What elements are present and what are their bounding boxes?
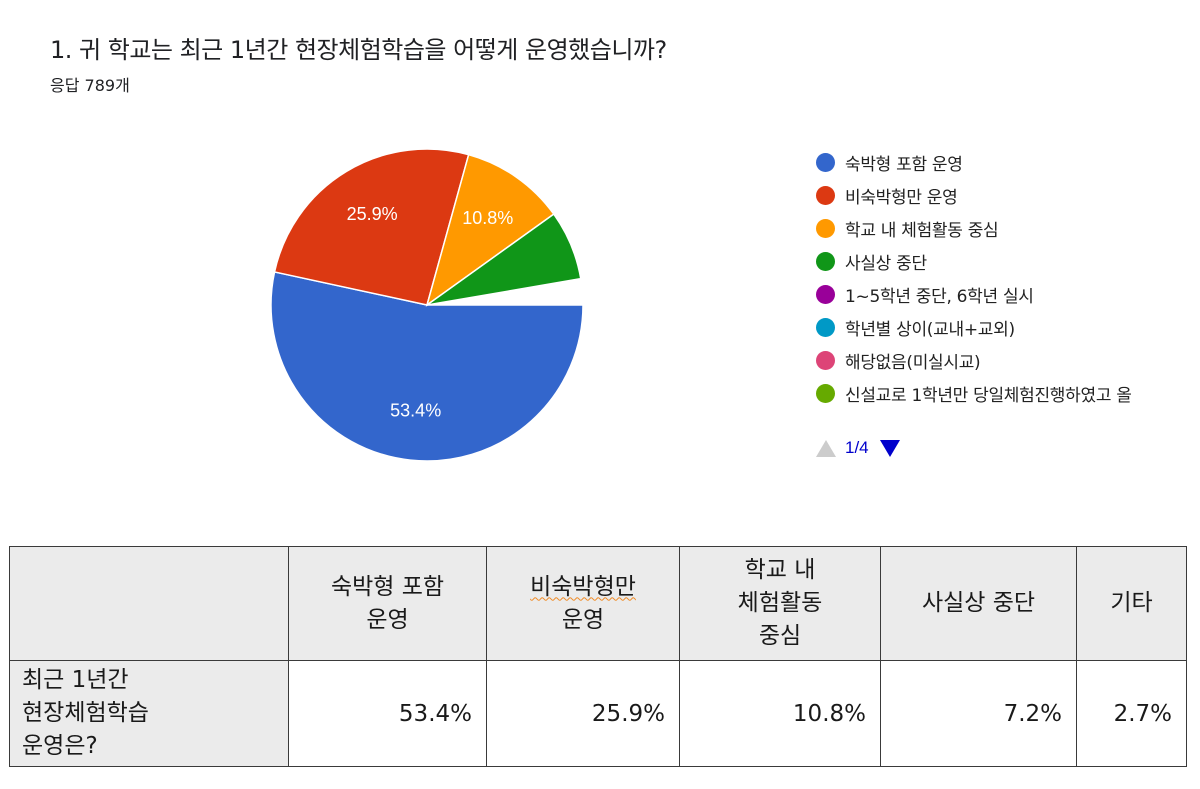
row-label: 최근 1년간 현장체험학습 운영은? [9,660,289,767]
value-cell: 25.9% [486,660,680,767]
legend-dot-icon [816,384,835,403]
header-cell: 기타 [1076,546,1187,661]
slice-label: 10.8% [462,208,513,228]
previous-page-icon[interactable] [816,439,836,457]
legend-item[interactable]: 숙박형 포함 운영 [816,146,1132,179]
legend-label: 비숙박형만 운영 [845,188,958,208]
legend-label: 숙박형 포함 운영 [845,155,963,175]
table-header-row: 숙박형 포함 운영 비숙박형만 운영 학교 내 체험활동 중심 사실상 중단 기타 [9,546,1187,661]
value-cell: 53.4% [288,660,487,767]
pie-slice[interactable] [425,153,555,307]
legend-dot-icon [816,285,835,304]
pie-chart: 53.4% 25.9% 10.8% [270,148,584,462]
header-cell: 사실상 중단 [880,546,1077,661]
legend-label: 해당없음(미실시교) [845,353,981,373]
pie-slice[interactable] [270,271,584,462]
header-cell: 학교 내 체험활동 중심 [679,546,881,661]
slice-label: 25.9% [347,204,398,224]
legend-dot-icon [816,252,835,271]
pie-slice[interactable] [273,148,470,306]
header-cell-empty [9,546,289,661]
legend-dot-icon [816,186,835,205]
legend-label: 신설교로 1학년만 당일체험진행하였고 올 [845,386,1132,406]
chart-legend: 숙박형 포함 운영 비숙박형만 운영 학교 내 체험활동 중심 사실상 중단 1… [816,146,1132,410]
header-cell: 비숙박형만 운영 [486,546,680,661]
legend-item[interactable]: 1~5학년 중단, 6학년 실시 [816,278,1132,311]
legend-item[interactable]: 학년별 상이(교내+교외) [816,311,1132,344]
legend-dot-icon [816,318,835,337]
header-cell: 숙박형 포함 운영 [288,546,487,661]
legend-label: 사실상 중단 [845,254,927,274]
legend-label: 1~5학년 중단, 6학년 실시 [845,287,1034,307]
legend-item[interactable]: 신설교로 1학년만 당일체험진행하였고 올 [816,377,1132,410]
next-page-icon[interactable] [879,439,900,457]
legend-dot-icon [816,153,835,172]
legend-label: 학년별 상이(교내+교외) [845,320,1015,340]
legend-item[interactable]: 해당없음(미실시교) [816,344,1132,377]
question-title: 1. 귀 학교는 최근 1년간 현장체험학습을 어떻게 운영했습니까? [50,36,667,64]
legend-dot-icon [816,219,835,238]
summary-table: 숙박형 포함 운영 비숙박형만 운영 학교 내 체험활동 중심 사실상 중단 기타 최근… [9,546,1187,767]
value-cell: 7.2% [880,660,1077,767]
slice-label: 53.4% [390,400,441,420]
legend-item[interactable]: 사실상 중단 [816,245,1132,278]
value-cell: 2.7% [1076,660,1187,767]
pie-slice[interactable] [426,213,582,306]
table-row: 최근 1년간 현장체험학습 운영은? 53.4% 25.9% 10.8% 7.2% … [9,660,1187,767]
response-count: 응답 789개 [50,76,130,95]
legend-dot-icon [816,351,835,370]
value-cell: 10.8% [679,660,881,767]
page-indicator: 1/4 [845,438,869,457]
legend-item[interactable]: 비숙박형만 운영 [816,179,1132,212]
legend-item[interactable]: 학교 내 체험활동 중심 [816,212,1132,245]
legend-pager: 1/4 [816,438,900,458]
legend-label: 학교 내 체험활동 중심 [845,221,999,241]
